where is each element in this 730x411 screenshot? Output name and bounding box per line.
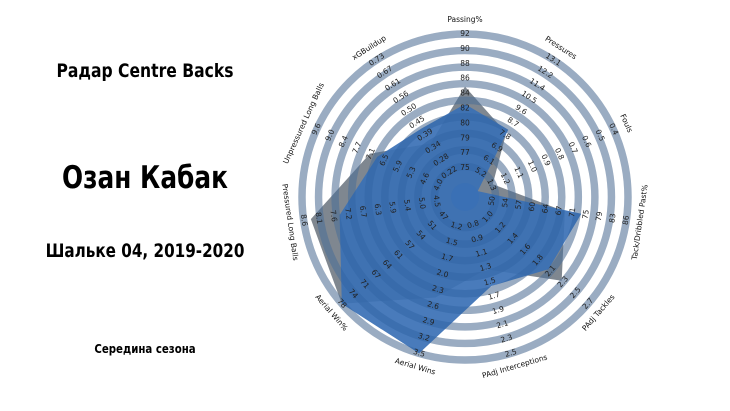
tick-label: 8.1	[314, 211, 325, 224]
tick-label: 1.2	[450, 220, 464, 232]
tick-label: 0.8	[466, 218, 480, 230]
tick-label: 75	[460, 163, 470, 172]
radar-title: Радар Centre Backs	[56, 60, 234, 82]
tick-label: 1.5	[483, 275, 497, 287]
tick-label: 60	[527, 201, 537, 212]
inner-ring	[364, 96, 566, 298]
tick-label: 1.9	[491, 304, 505, 316]
tick-label: 8.6	[299, 214, 310, 227]
axis-label: Pressured Long Balls	[280, 183, 300, 261]
tick-label: 1.5	[445, 236, 459, 248]
tick-label: 71	[567, 207, 577, 218]
tick-label: 2.3	[431, 283, 445, 295]
tick-label: 0.5	[594, 128, 607, 143]
grid-ring	[298, 30, 632, 364]
axis-label: Tack/Dribbled Past%	[630, 184, 650, 261]
tick-label: 79	[460, 133, 470, 142]
tick-label: 92	[460, 29, 470, 38]
tick-label: 57	[513, 199, 523, 210]
tick-label: 0.9	[470, 232, 484, 244]
tick-label: 80	[460, 118, 470, 127]
tick-label: 84	[460, 89, 470, 98]
season-period: Середина сезона	[94, 342, 196, 356]
center-dot	[451, 183, 479, 211]
tick-label: 4.5	[432, 194, 443, 207]
tick-label: 6.3	[373, 203, 384, 216]
tick-label: 5.4	[402, 199, 413, 212]
tick-label: 82	[460, 104, 470, 113]
inner-ring	[430, 162, 500, 232]
tick-label: 1.3	[479, 261, 493, 273]
tick-label: 77	[460, 148, 470, 157]
grid-ring	[314, 46, 616, 348]
tick-label: 3.5	[412, 347, 426, 359]
tick-label: 79	[594, 211, 604, 222]
tick-label: 2.9	[422, 315, 436, 327]
team-season: Шальке 04, 2019-2020	[45, 240, 245, 262]
tick-label: 6.7	[358, 205, 369, 218]
axis-label: Passing%	[447, 15, 482, 24]
tick-label: 5.0	[417, 197, 428, 210]
tick-label: 54	[500, 197, 510, 208]
tick-label: 1.1	[474, 247, 488, 259]
tick-label: 50	[487, 195, 497, 206]
title-panel: Радар Centre Backs Озан Кабак Шальке 04,…	[0, 0, 300, 411]
inner-ring	[397, 129, 533, 265]
tick-label: 7.2	[343, 207, 354, 220]
tick-label: 75	[580, 209, 590, 220]
inner-ring	[331, 63, 599, 331]
inner-ring	[314, 46, 616, 348]
axis-label: Fouls	[618, 113, 634, 134]
tick-label: 2.3	[500, 333, 514, 345]
tick-label: 86	[460, 74, 470, 83]
inner-ring	[414, 146, 516, 248]
tick-label: 90	[460, 44, 470, 53]
tick-label: 1.7	[440, 252, 454, 264]
player-name: Озан Кабак	[62, 160, 228, 196]
tick-label: 2.1	[495, 318, 509, 330]
tick-label: 86	[621, 215, 631, 226]
tick-label: 7.6	[328, 209, 339, 222]
tick-label: 88	[460, 59, 470, 68]
tick-label: 83	[607, 213, 617, 224]
tick-label: 2.0	[436, 267, 450, 279]
inner-ring	[381, 113, 549, 281]
inner-ring	[298, 30, 632, 364]
inner-ring	[347, 79, 583, 315]
tick-label: 67	[554, 205, 564, 216]
tick-label: 2.6	[426, 299, 440, 311]
tick-label: 2.5	[504, 347, 518, 359]
player-polygon	[339, 104, 582, 354]
tick-label: 3.2	[417, 331, 431, 343]
tick-label: 1.7	[487, 290, 501, 302]
tick-label: 64	[540, 203, 550, 214]
tick-label: 5.9	[387, 201, 398, 214]
